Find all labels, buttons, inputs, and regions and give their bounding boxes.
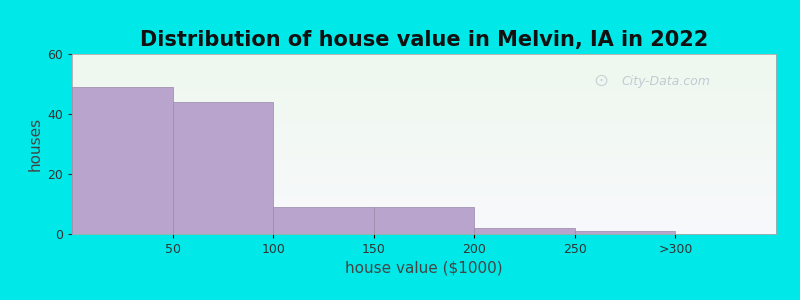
Bar	[474, 228, 575, 234]
Text: City-Data.com: City-Data.com	[621, 74, 710, 88]
Bar	[374, 207, 474, 234]
Bar	[173, 102, 273, 234]
Y-axis label: houses: houses	[28, 117, 43, 171]
Title: Distribution of house value in Melvin, IA in 2022: Distribution of house value in Melvin, I…	[140, 30, 708, 50]
Bar	[575, 231, 675, 234]
Text: ⊙: ⊙	[593, 72, 608, 90]
X-axis label: house value ($1000): house value ($1000)	[345, 260, 503, 275]
Bar	[273, 207, 374, 234]
Bar	[72, 87, 173, 234]
